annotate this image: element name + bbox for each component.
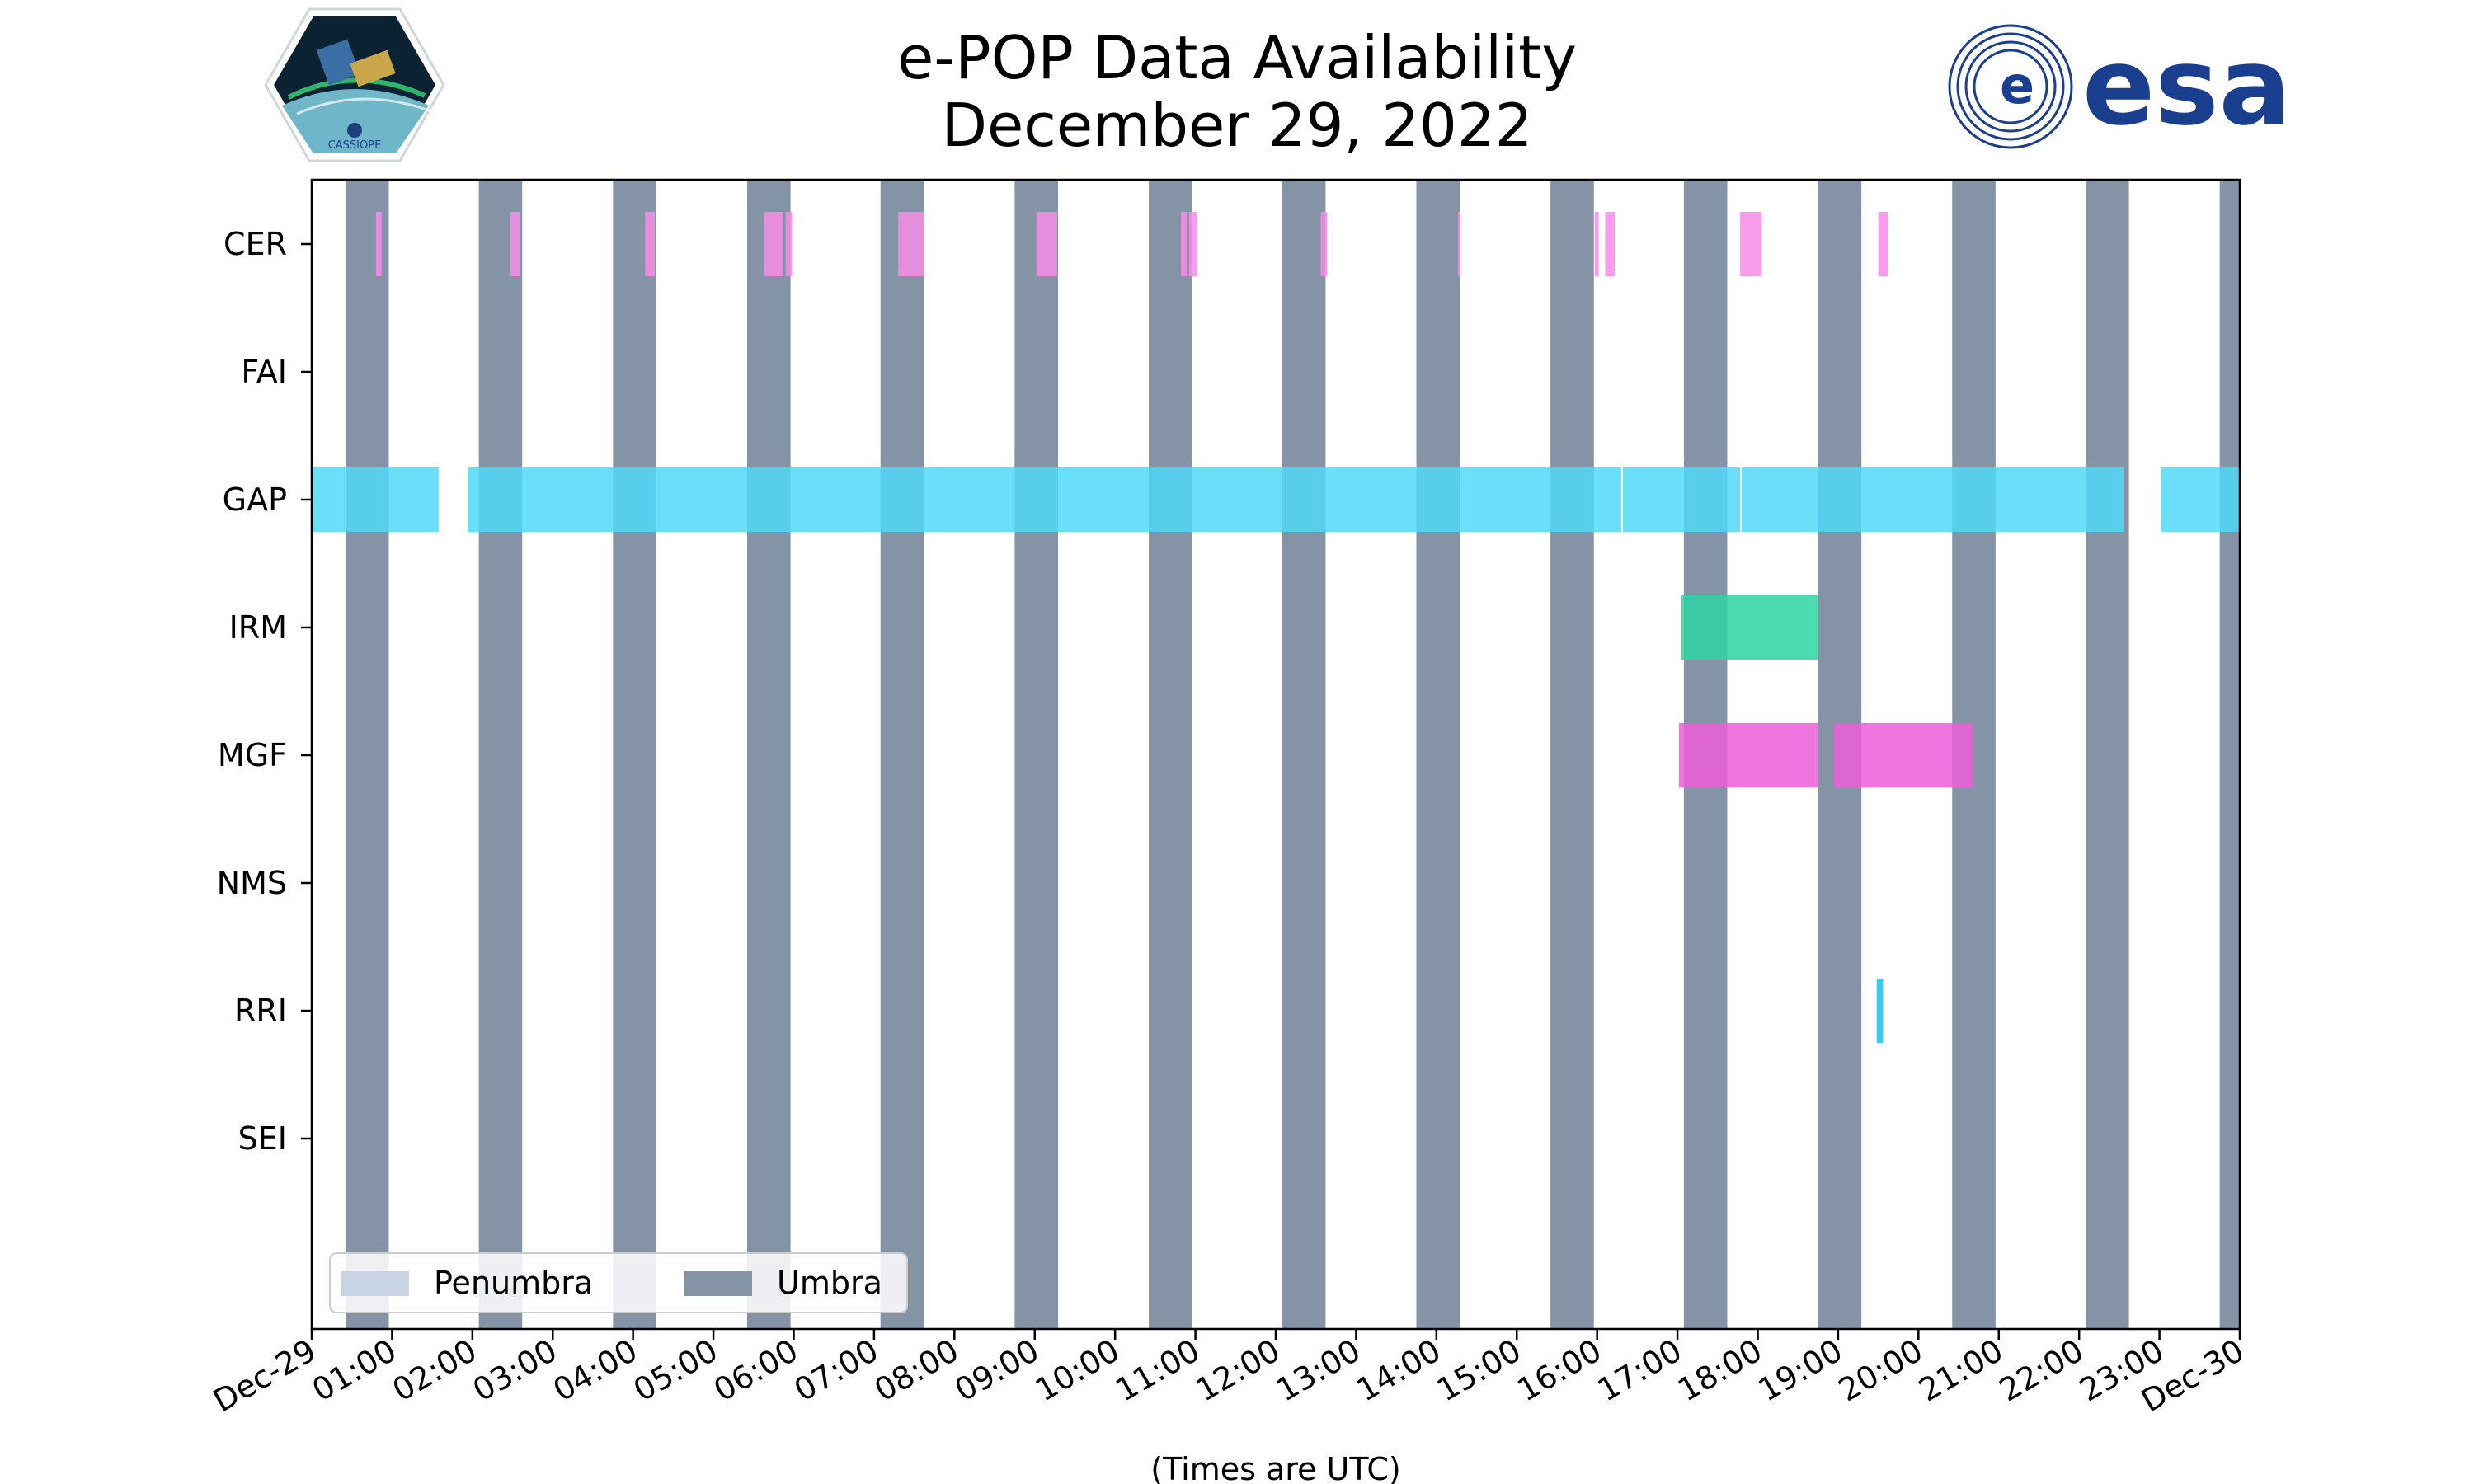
- bar-cer: [1036, 212, 1058, 276]
- bar-gap: [2161, 467, 2240, 532]
- y-tick-label: IRM: [229, 609, 287, 646]
- x-tick-label: 01:00: [306, 1332, 402, 1409]
- bar-cer: [1878, 212, 1888, 276]
- umbra-band: [613, 180, 656, 1329]
- bar-cer: [764, 212, 783, 276]
- cassiope-logo: CASSIOPE: [264, 7, 445, 162]
- x-tick-label: 14:00: [1350, 1332, 1446, 1409]
- legend-label-penumbra: Penumbra: [434, 1265, 593, 1301]
- x-tick-label: 04:00: [547, 1332, 643, 1409]
- y-tick-label: FAI: [241, 354, 287, 390]
- x-tick-label: 07:00: [788, 1332, 885, 1409]
- legend-swatch-penumbra: [341, 1271, 409, 1296]
- x-tick-label: 13:00: [1270, 1332, 1366, 1409]
- bar-cer: [1594, 212, 1599, 276]
- bar-gap: [312, 467, 439, 532]
- bar-cer: [1605, 212, 1616, 276]
- bar-cer: [645, 212, 655, 276]
- umbra-band: [1416, 180, 1460, 1329]
- legend-label-umbra: Umbra: [777, 1265, 882, 1301]
- bar-cer: [1181, 212, 1187, 276]
- bar-cer: [1740, 212, 1762, 276]
- x-tick-label: 05:00: [628, 1332, 724, 1409]
- esa-logo-text: esa: [2082, 24, 2291, 149]
- y-tick-label: GAP: [223, 481, 287, 518]
- x-tick-label: 22:00: [1993, 1332, 2090, 1409]
- umbra-band: [1282, 180, 1326, 1329]
- umbra-band: [2219, 180, 2240, 1329]
- x-tick-label: 06:00: [708, 1332, 804, 1409]
- bar-cer: [510, 212, 520, 276]
- esa-logo: e esa: [1948, 24, 2291, 149]
- legend-swatch-umbra: [684, 1271, 752, 1296]
- x-tick-label: 12:00: [1190, 1332, 1286, 1409]
- legend-box: [329, 1252, 908, 1313]
- bar-cer: [1320, 212, 1328, 276]
- chart-title: e-POP Data Availability: [897, 23, 1577, 92]
- chart-subtitle: December 29, 2022: [941, 91, 1533, 160]
- umbra-band: [1149, 180, 1192, 1329]
- bar-cer: [1458, 212, 1461, 276]
- x-tick-label: 15:00: [1431, 1332, 1527, 1409]
- x-axis-label: (Times are UTC): [1150, 1451, 1400, 1484]
- y-tick-label: MGF: [218, 737, 287, 773]
- x-tick-label: 21:00: [1912, 1332, 2009, 1409]
- bar-gap: [1742, 467, 2124, 532]
- bar-mgf: [1834, 723, 1973, 787]
- umbra-band: [880, 180, 924, 1329]
- cassiope-logo-text: CASSIOPE: [328, 139, 382, 152]
- umbra-band: [345, 180, 389, 1329]
- y-tick-label: CER: [223, 226, 287, 262]
- umbra-band: [1014, 180, 1059, 1329]
- bar-mgf: [1679, 723, 1818, 787]
- x-tick-label: 02:00: [386, 1332, 482, 1409]
- x-tick-label: 09:00: [948, 1332, 1045, 1409]
- bar-cer: [785, 212, 793, 276]
- y-tick-label: RRI: [234, 993, 287, 1029]
- x-tick-label: 19:00: [1752, 1332, 1849, 1409]
- svg-text:e: e: [2000, 55, 2034, 115]
- umbra-band: [746, 180, 791, 1329]
- x-tick-label: 08:00: [868, 1332, 965, 1409]
- x-tick-label: 11:00: [1109, 1332, 1206, 1409]
- bar-irm: [1681, 595, 1818, 660]
- bar-cer: [375, 212, 382, 276]
- x-tick-label: 03:00: [467, 1332, 563, 1409]
- bar-gap: [468, 467, 1621, 532]
- bar-cer: [1188, 212, 1197, 276]
- bar-rri: [1876, 979, 1884, 1043]
- y-tick-label: SEI: [238, 1120, 287, 1157]
- x-tick-label: 16:00: [1511, 1332, 1607, 1409]
- x-tick-label: 17:00: [1592, 1332, 1688, 1409]
- x-tick-label: 20:00: [1832, 1332, 1929, 1409]
- umbra-band: [478, 180, 523, 1329]
- umbra-band: [1550, 180, 1594, 1329]
- x-tick-label: Dec-29: [207, 1332, 322, 1420]
- x-tick-label: 10:00: [1029, 1332, 1126, 1409]
- umbra-band: [2085, 180, 2129, 1329]
- bar-cer: [898, 212, 924, 276]
- x-tick-label: 18:00: [1672, 1332, 1768, 1409]
- bar-gap: [1622, 467, 1741, 532]
- y-tick-label: NMS: [217, 865, 287, 901]
